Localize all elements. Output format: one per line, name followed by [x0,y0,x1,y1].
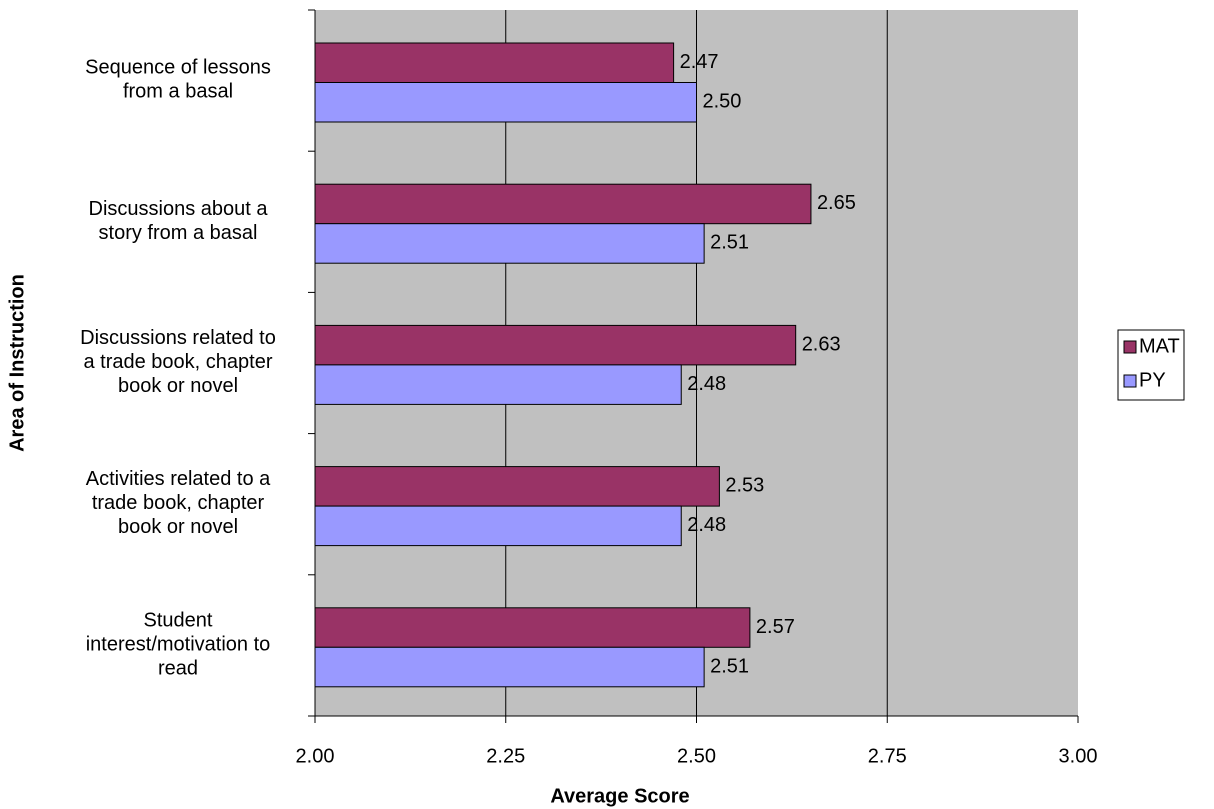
x-tick-label: 2.00 [296,745,335,767]
bar [314,42,675,83]
x-axis-title: Average Score [550,785,689,807]
data-label: 2.47 [680,51,719,73]
y-tick-label: Student interest/motivation to read [86,610,271,680]
y-tick-label: Activities related to a trade book, chapt… [86,468,271,538]
bar [314,646,705,688]
x-tick-label: 2.50 [677,745,716,767]
legend-box [1117,329,1185,401]
data-label: 2.53 [725,475,764,497]
data-label: 2.48 [687,514,726,536]
x-tick-label: 3.00 [1059,745,1098,767]
legend-swatch [1123,374,1137,388]
data-label: 2.63 [802,333,841,355]
x-tick-label: 2.75 [868,745,907,767]
x-tick-label: 2.25 [486,745,525,767]
data-label: 2.51 [710,232,749,254]
bar [314,223,705,264]
legend-swatch [1123,340,1137,354]
data-label: 2.51 [710,655,749,677]
legend-label: PY [1139,369,1166,391]
data-label: 2.57 [756,616,795,638]
y-tick-label: Sequence of lessons from a basal [85,57,271,103]
bar [314,466,720,507]
y-tick-label: Discussions about a story from a basal [89,198,269,244]
y-tick-label: Discussions related to a trade book, chap… [80,327,276,397]
bar [314,324,797,366]
bar [314,364,682,405]
bar [314,607,751,648]
bar [314,505,682,547]
bar [314,183,812,225]
data-label: 2.48 [687,373,726,395]
data-label: 2.65 [817,192,856,214]
bar [314,82,697,123]
data-label: 2.50 [703,91,742,113]
legend-label: MAT [1139,335,1180,357]
y-axis-title: Area of Instruction [6,274,28,452]
